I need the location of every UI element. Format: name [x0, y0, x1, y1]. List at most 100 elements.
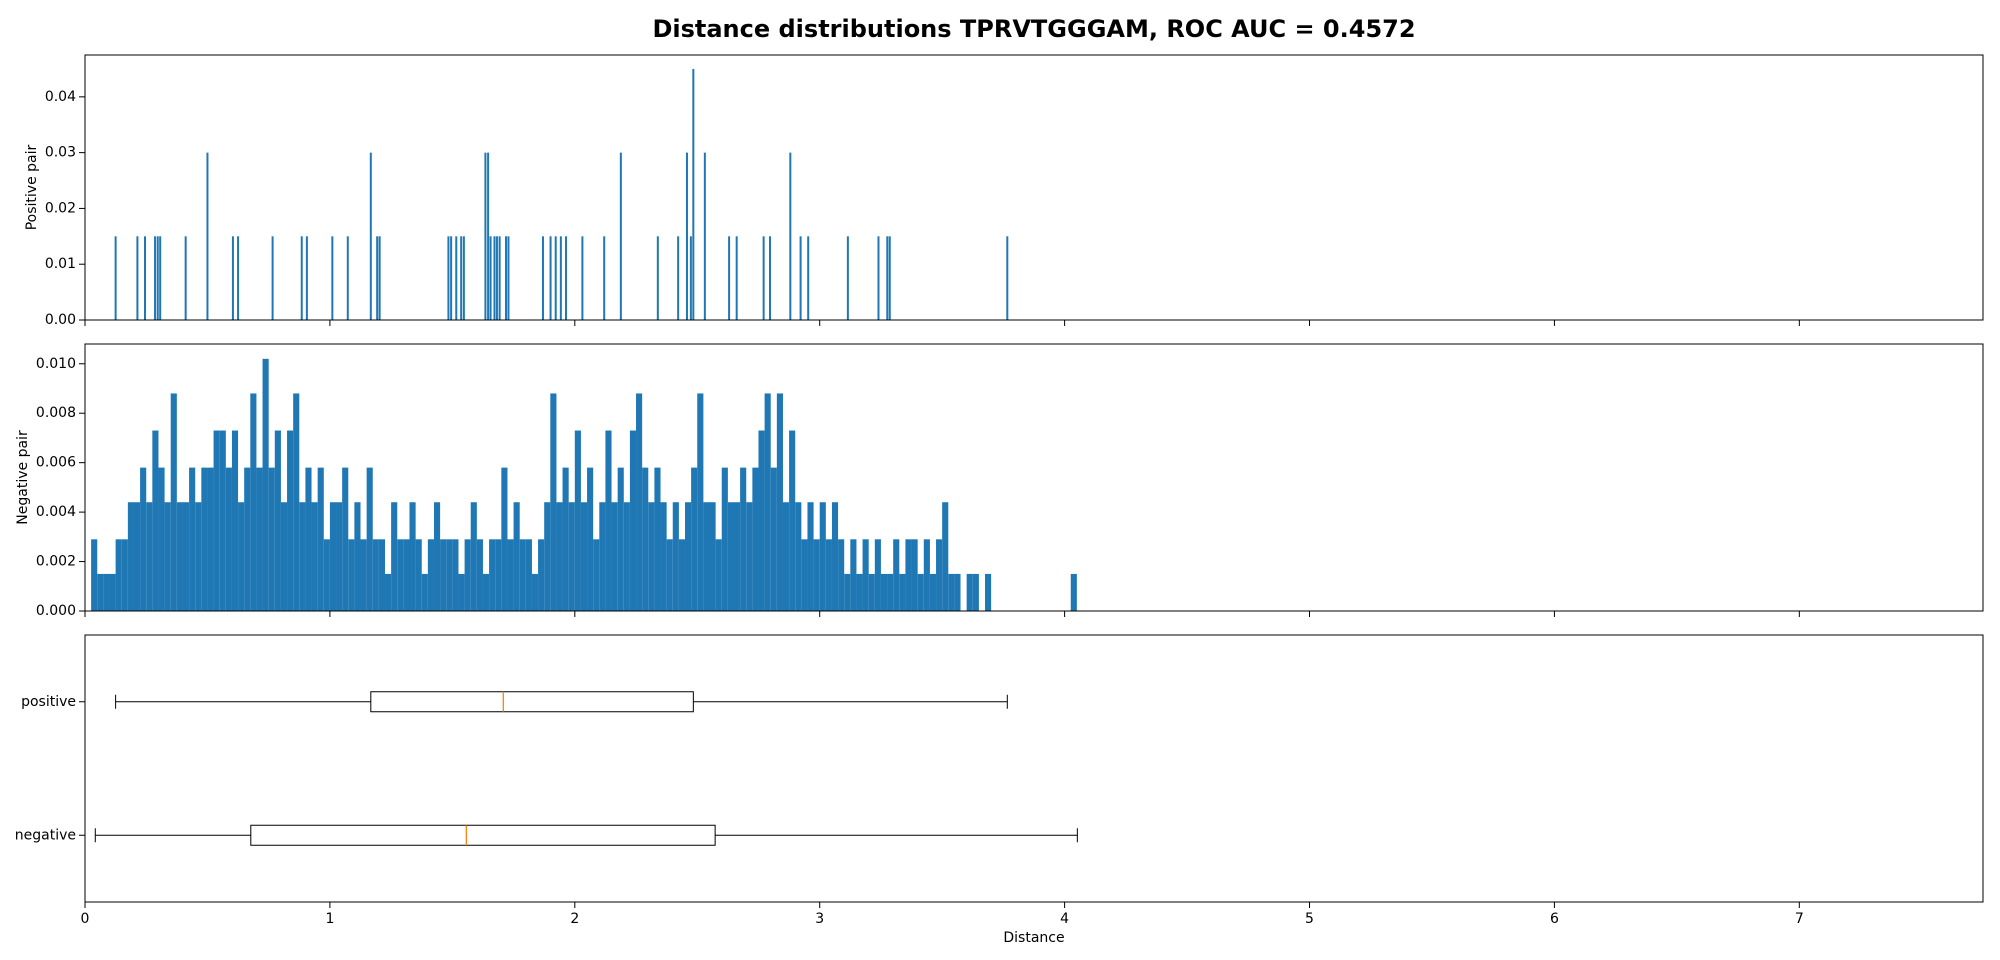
- histogram-bar: [385, 573, 392, 611]
- y-tick-label: 0.004: [36, 504, 76, 520]
- histogram-bar: [158, 467, 165, 611]
- histogram-bar: [648, 502, 655, 611]
- x-tick-label: 3: [815, 911, 824, 927]
- y-tick-label: 0.04: [45, 89, 76, 105]
- bar: [685, 152, 688, 320]
- histogram-bar: [342, 467, 349, 611]
- bar: [735, 236, 738, 320]
- histogram-bar: [642, 467, 649, 611]
- histogram-bar: [446, 539, 453, 611]
- y-axis-label: Negative pair: [15, 430, 31, 525]
- category-label: positive: [21, 694, 76, 710]
- histogram-bar: [580, 502, 588, 611]
- bar: [136, 236, 139, 320]
- histogram-bar: [899, 573, 906, 611]
- histogram-bar: [942, 502, 949, 611]
- bar: [206, 152, 209, 320]
- histogram-bar: [838, 539, 845, 611]
- histogram-bar: [685, 502, 692, 611]
- histogram-bar: [140, 467, 147, 611]
- bar: [231, 236, 234, 320]
- histogram-bar: [256, 467, 263, 611]
- bar: [378, 236, 381, 320]
- histogram-bar: [103, 573, 110, 611]
- histogram-bar: [789, 430, 796, 611]
- histogram-bar: [176, 502, 183, 611]
- histogram-bar: [213, 430, 220, 611]
- x-tick-label: 1: [325, 911, 334, 927]
- histogram-bar: [782, 502, 790, 611]
- bar: [184, 236, 187, 320]
- bar: [689, 236, 692, 320]
- histogram-bar: [250, 393, 257, 611]
- histogram-bar: [109, 573, 116, 611]
- histogram-bar: [121, 539, 128, 611]
- bar: [376, 236, 379, 320]
- bar: [846, 236, 849, 320]
- box: [370, 691, 694, 713]
- bar: [762, 236, 765, 320]
- bar: [460, 236, 463, 320]
- bar: [692, 68, 695, 321]
- histogram-bar: [91, 539, 98, 611]
- histogram-bar: [593, 539, 600, 611]
- histogram-bar: [519, 539, 526, 611]
- histogram-bar: [733, 502, 741, 611]
- histogram-bar: [746, 502, 753, 611]
- histogram-bar: [415, 539, 422, 611]
- histogram-bar: [348, 539, 355, 611]
- bar: [554, 236, 557, 320]
- histogram-bar: [470, 502, 477, 611]
- histogram-bar: [764, 393, 771, 611]
- y-tick-label: 0.02: [45, 200, 76, 216]
- histogram-bar: [268, 467, 275, 611]
- histogram-bar: [966, 573, 973, 611]
- bar: [154, 236, 157, 320]
- histogram-bar: [874, 539, 881, 611]
- bar: [559, 236, 562, 320]
- histogram-bar: [556, 502, 563, 611]
- histogram-bar: [813, 539, 820, 611]
- histogram-bar: [954, 573, 961, 611]
- bar: [156, 236, 159, 320]
- bar: [877, 236, 880, 320]
- histogram-bar: [458, 573, 465, 611]
- histogram-bar: [299, 502, 306, 611]
- histogram-bar: [133, 502, 141, 611]
- axes-frame: [84, 54, 1984, 321]
- histogram-bar: [225, 467, 232, 611]
- bar: [799, 236, 802, 320]
- histogram-bar: [972, 573, 979, 611]
- histogram-bar: [727, 502, 734, 611]
- histogram-bar: [844, 573, 851, 611]
- histogram-bar: [911, 539, 918, 611]
- histogram-bar: [611, 502, 618, 611]
- histogram-bar: [623, 502, 630, 611]
- histogram-bar: [948, 573, 955, 611]
- x-tick-label: 7: [1795, 911, 1804, 927]
- x-axis-label: Distance: [1003, 930, 1064, 946]
- x-tick-label: 6: [1550, 911, 1559, 927]
- category-label: negative: [15, 827, 76, 843]
- bar: [484, 152, 487, 320]
- histogram-bar: [862, 539, 869, 611]
- histogram-bar: [819, 502, 826, 611]
- histogram-bar: [189, 467, 196, 611]
- y-tick-label: 0.000: [36, 603, 76, 619]
- histogram-bar: [244, 467, 251, 611]
- y-tick-label: 0.03: [45, 145, 76, 161]
- histogram-bar: [464, 539, 471, 611]
- bar: [807, 236, 810, 320]
- histogram-bar: [409, 502, 416, 611]
- histogram-bar: [856, 573, 863, 611]
- histogram-bar: [421, 573, 428, 611]
- histogram-bar: [660, 502, 667, 611]
- histogram-bar: [678, 539, 686, 611]
- histogram-bar: [562, 467, 569, 611]
- histogram-bar: [568, 502, 575, 611]
- histogram-bar: [378, 539, 386, 611]
- y-axis-label: Positive pair: [24, 144, 40, 230]
- bar: [346, 236, 349, 320]
- histogram-bar: [807, 502, 814, 611]
- histogram-bar: [507, 539, 514, 611]
